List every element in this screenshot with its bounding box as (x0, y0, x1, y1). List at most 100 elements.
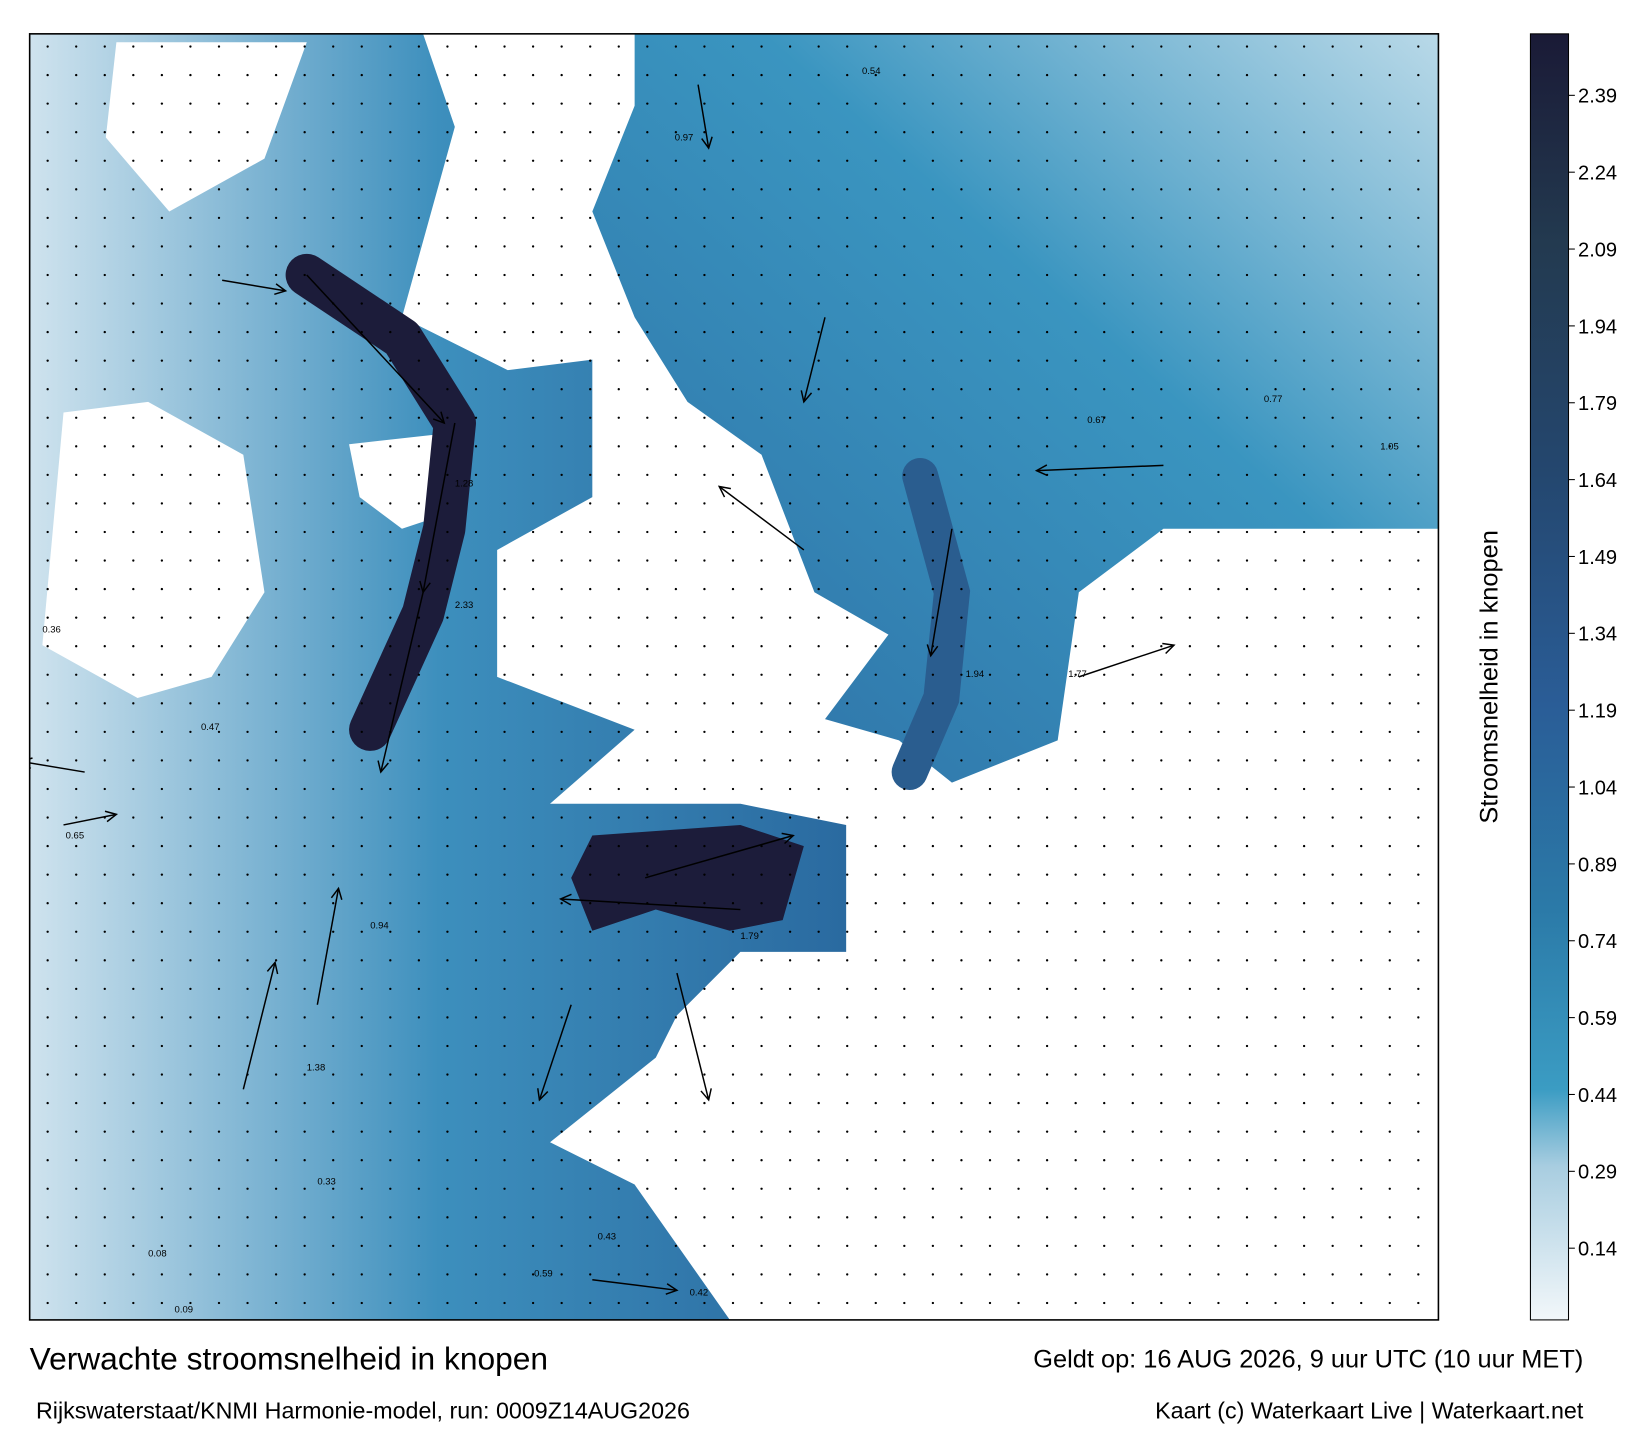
grid-dot (1360, 730, 1363, 734)
grid-dot (1217, 188, 1220, 191)
grid-dot (417, 902, 421, 905)
arrow-head (274, 283, 288, 296)
grid-dot (1245, 131, 1249, 134)
grid-dot (846, 359, 849, 362)
grid-dot (1017, 930, 1020, 933)
grid-dot (874, 102, 877, 105)
grid-dot (646, 559, 649, 562)
grid-dot (1417, 445, 1420, 448)
grid-dot (503, 1130, 506, 1133)
grid-dot (1045, 1244, 1049, 1248)
grid-dot (389, 673, 392, 676)
current-label: 0.33 (317, 1177, 335, 1188)
current-label: 0.97 (675, 133, 694, 144)
grid-dot (1217, 873, 1220, 876)
grid-dot (503, 302, 506, 305)
grid-dot (46, 787, 49, 791)
grid-dot (189, 787, 192, 791)
grid-dot (1188, 1044, 1192, 1048)
grid-dot (760, 45, 763, 48)
grid-dot (817, 359, 820, 362)
grid-dot (988, 302, 992, 305)
grid-dot (617, 787, 620, 791)
grid-dot (103, 188, 106, 191)
grid-dot (560, 1159, 563, 1162)
grid-dot (1045, 902, 1049, 905)
grid-dot (1274, 1187, 1277, 1190)
grid-dot (503, 159, 506, 162)
grid-dot (103, 1244, 106, 1248)
grid-dot (1217, 1016, 1220, 1019)
grid-dot (617, 159, 620, 162)
grid-dot (474, 159, 478, 162)
grid-dot (1302, 273, 1306, 277)
grid-dot (931, 1159, 935, 1162)
grid-dot (1017, 959, 1020, 962)
grid-dot (1217, 645, 1220, 648)
grid-dot (446, 445, 449, 448)
model-source: Rijkswaterstaat/KNMI Harmonie-model, run… (36, 1397, 690, 1423)
grid-dot (274, 1073, 278, 1076)
grid-dot (46, 131, 49, 134)
grid-dot (1045, 1301, 1049, 1305)
grid-dot (731, 45, 735, 48)
grid-dot (617, 759, 620, 762)
grid-dot (874, 216, 877, 220)
grid-dot (1217, 159, 1220, 162)
grid-dot (503, 473, 506, 477)
current-label: 0.42 (690, 1288, 708, 1299)
grid-dot (246, 416, 249, 419)
grid-dot (132, 188, 135, 191)
grid-dot (988, 673, 992, 676)
grid-dot (1160, 759, 1163, 762)
grid-dot (817, 730, 820, 734)
grid-dot (931, 473, 935, 477)
grid-dot (274, 787, 278, 791)
grid-dot (1388, 559, 1391, 562)
grid-dot (846, 587, 849, 591)
grid-dot (589, 844, 592, 848)
grid-dot (1274, 473, 1277, 477)
grid-dot (332, 1187, 335, 1190)
grid-dot (160, 445, 164, 448)
grid-dot (1045, 359, 1049, 362)
grid-dot (1388, 902, 1391, 905)
grid-dot (988, 416, 992, 419)
grid-dot (1131, 1187, 1134, 1190)
grid-dot (589, 759, 592, 762)
grid-dot (1302, 445, 1306, 448)
grid-dot (1360, 1016, 1363, 1019)
grid-dot (446, 188, 449, 191)
grid-dot (531, 1244, 535, 1248)
grid-dot (189, 902, 192, 905)
grid-dot (160, 987, 164, 991)
grid-dot (931, 902, 935, 905)
grid-dot (332, 73, 335, 77)
grid-dot (874, 416, 877, 419)
grid-dot (446, 587, 449, 591)
grid-dot (1188, 245, 1192, 248)
grid-dot (703, 416, 706, 419)
grid-dot (1188, 188, 1192, 191)
grid-dot (1131, 530, 1134, 534)
grid-dot (75, 416, 78, 419)
arrow-shaft (29, 762, 85, 773)
grid-dot (160, 1044, 164, 1048)
grid-dot (1417, 559, 1420, 562)
grid-dot (1331, 1159, 1334, 1162)
grid-dot (46, 987, 49, 991)
grid-dot (788, 1101, 792, 1105)
grid-dot (1074, 45, 1077, 48)
arrow-shaft (930, 528, 953, 656)
grid-dot (846, 1216, 849, 1219)
grid-dot (1417, 188, 1420, 191)
grid-dot (674, 1216, 678, 1219)
grid-dot (1331, 559, 1334, 562)
grid-dot (1417, 1016, 1420, 1019)
grid-dot (1360, 445, 1363, 448)
grid-dot (46, 816, 49, 819)
grid-dot (246, 787, 249, 791)
grid-dot (417, 330, 421, 334)
grid-dot (1360, 959, 1363, 962)
grid-dot (503, 1244, 506, 1248)
